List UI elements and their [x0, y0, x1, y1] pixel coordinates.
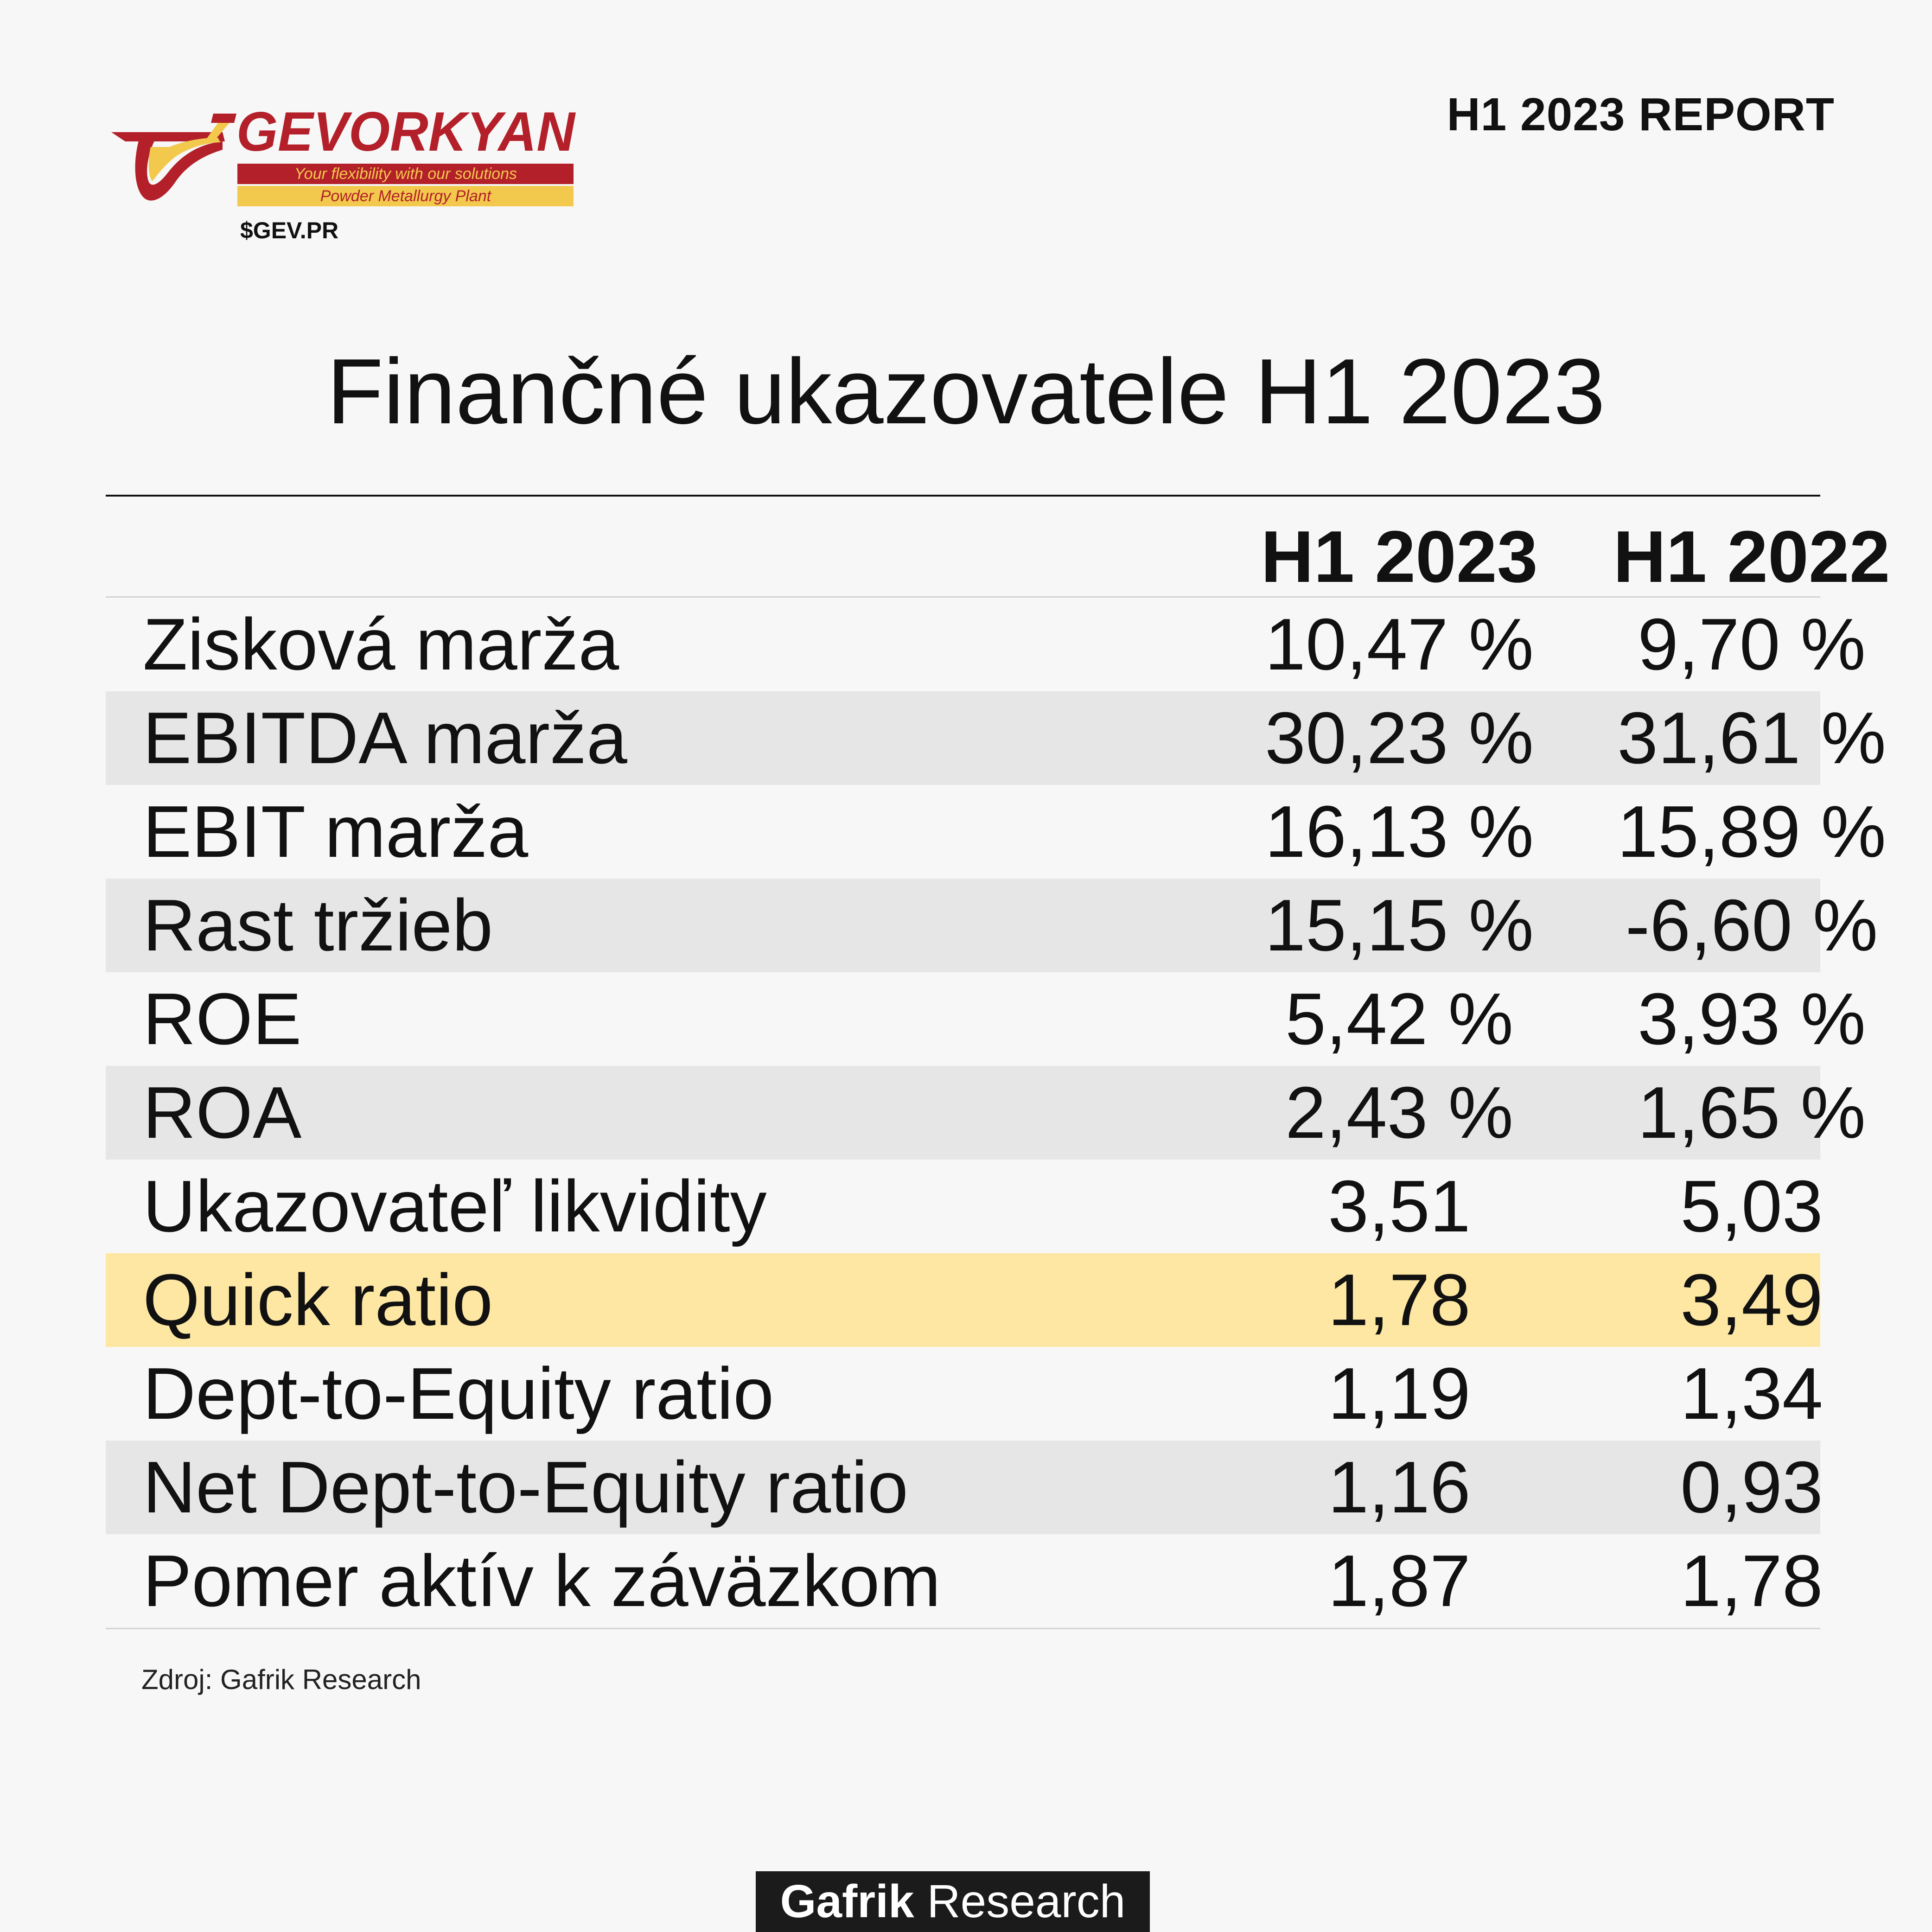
value-h1-2022: -6,60 % — [1625, 885, 1878, 966]
value-h1-2022: 3,49 — [1680, 1259, 1823, 1341]
table-top-divider — [106, 495, 1820, 497]
value-h1-2023: 16,13 % — [1265, 791, 1534, 873]
value-h1-2023: 5,42 % — [1285, 978, 1513, 1060]
table-body: Zisková marža 10,47 % 9,70 % EBITDA marža 30… — [106, 598, 1886, 1628]
table-row: Rast tržieb 15,15 % -6,60 % — [106, 879, 1878, 972]
value-h1-2023: 2,43 % — [1285, 1072, 1513, 1154]
row-label: Rast tržieb — [143, 885, 493, 966]
row-label: ROE — [143, 978, 302, 1060]
logo-mark-icon — [111, 114, 236, 201]
row-label: Ukazovateľ likvidity — [143, 1166, 767, 1247]
table-row: Ukazovateľ likvidity 3,51 5,03 — [106, 1160, 1823, 1253]
value-h1-2022: 9,70 % — [1638, 604, 1866, 685]
table-row: EBIT marža 16,13 % 15,89 % — [106, 785, 1886, 879]
value-h1-2023: 1,78 — [1328, 1259, 1471, 1341]
value-h1-2022: 15,89 % — [1617, 791, 1886, 873]
brand-tagline: Your flexibility with our solutions — [294, 165, 517, 183]
footer-brand-badge: Gafrik Research — [756, 1871, 1150, 1932]
row-label: Quick ratio — [143, 1259, 493, 1341]
value-h1-2022: 31,61 % — [1617, 697, 1886, 779]
table-row: Dept-to-Equity ratio 1,19 1,34 — [106, 1347, 1823, 1441]
row-label: Net Dept-to-Equity ratio — [143, 1447, 908, 1528]
value-h1-2022: 1,34 — [1680, 1353, 1823, 1435]
column-header-h1-2023: H1 2023 — [1261, 516, 1538, 598]
column-header-h1-2022: H1 2022 — [1613, 516, 1890, 598]
source-note: Zdroj: Gafrik Research — [141, 1664, 421, 1695]
value-h1-2023: 1,87 — [1328, 1540, 1471, 1622]
table-row: ROA 2,43 % 1,65 % — [106, 1066, 1866, 1160]
table-row: Pomer aktív k záväzkom 1,87 1,78 — [106, 1534, 1823, 1628]
report-label: H1 2023 REPORT — [1447, 89, 1835, 140]
value-h1-2022: 1,65 % — [1638, 1072, 1866, 1154]
row-label: Dept-to-Equity ratio — [143, 1353, 774, 1435]
value-h1-2023: 1,19 — [1328, 1353, 1471, 1435]
gevorkyan-logo: GEVORKYAN Your flexibility with our solu… — [111, 101, 576, 206]
row-label: Zisková marža — [143, 604, 619, 685]
value-h1-2022: 0,93 — [1680, 1447, 1823, 1528]
footer-brand-bold: Gafrik — [780, 1875, 914, 1927]
value-h1-2023: 30,23 % — [1265, 697, 1534, 779]
row-label: ROA — [143, 1072, 302, 1154]
table-header: H1 2023 H1 2022 — [106, 497, 1890, 598]
brand-subtitle: Powder Metallurgy Plant — [320, 187, 492, 205]
value-h1-2023: 15,15 % — [1265, 885, 1534, 966]
row-label: EBIT marža — [143, 791, 529, 873]
brand-name: GEVORKYAN — [236, 101, 576, 163]
value-h1-2023: 1,16 — [1328, 1447, 1471, 1528]
row-label: Pomer aktív k záväzkom — [143, 1540, 941, 1622]
value-h1-2023: 10,47 % — [1265, 604, 1534, 685]
table-row: ROE 5,42 % 3,93 % — [106, 972, 1866, 1066]
financial-ratios-table: H1 2023 H1 2022 Zisková marža 10,47 % 9,70… — [106, 497, 1890, 1629]
table-row: Net Dept-to-Equity ratio 1,16 0,93 — [106, 1441, 1823, 1534]
ticker-symbol: $GEV.PR — [240, 217, 339, 243]
table-row: Quick ratio 1,78 3,49 — [106, 1253, 1823, 1347]
value-h1-2023: 3,51 — [1328, 1166, 1471, 1247]
table-bottom-divider — [106, 1628, 1820, 1629]
value-h1-2022: 5,03 — [1680, 1166, 1823, 1247]
footer-brand-rest: Research — [914, 1875, 1126, 1927]
row-label: EBITDA marža — [143, 697, 627, 779]
value-h1-2022: 3,93 % — [1638, 978, 1866, 1060]
table-row: EBITDA marža 30,23 % 31,61 % — [106, 691, 1886, 785]
table-row: Zisková marža 10,47 % 9,70 % — [106, 598, 1866, 691]
value-h1-2022: 1,78 — [1680, 1540, 1823, 1622]
page-title: Finančné ukazovatele H1 2023 — [326, 340, 1606, 443]
